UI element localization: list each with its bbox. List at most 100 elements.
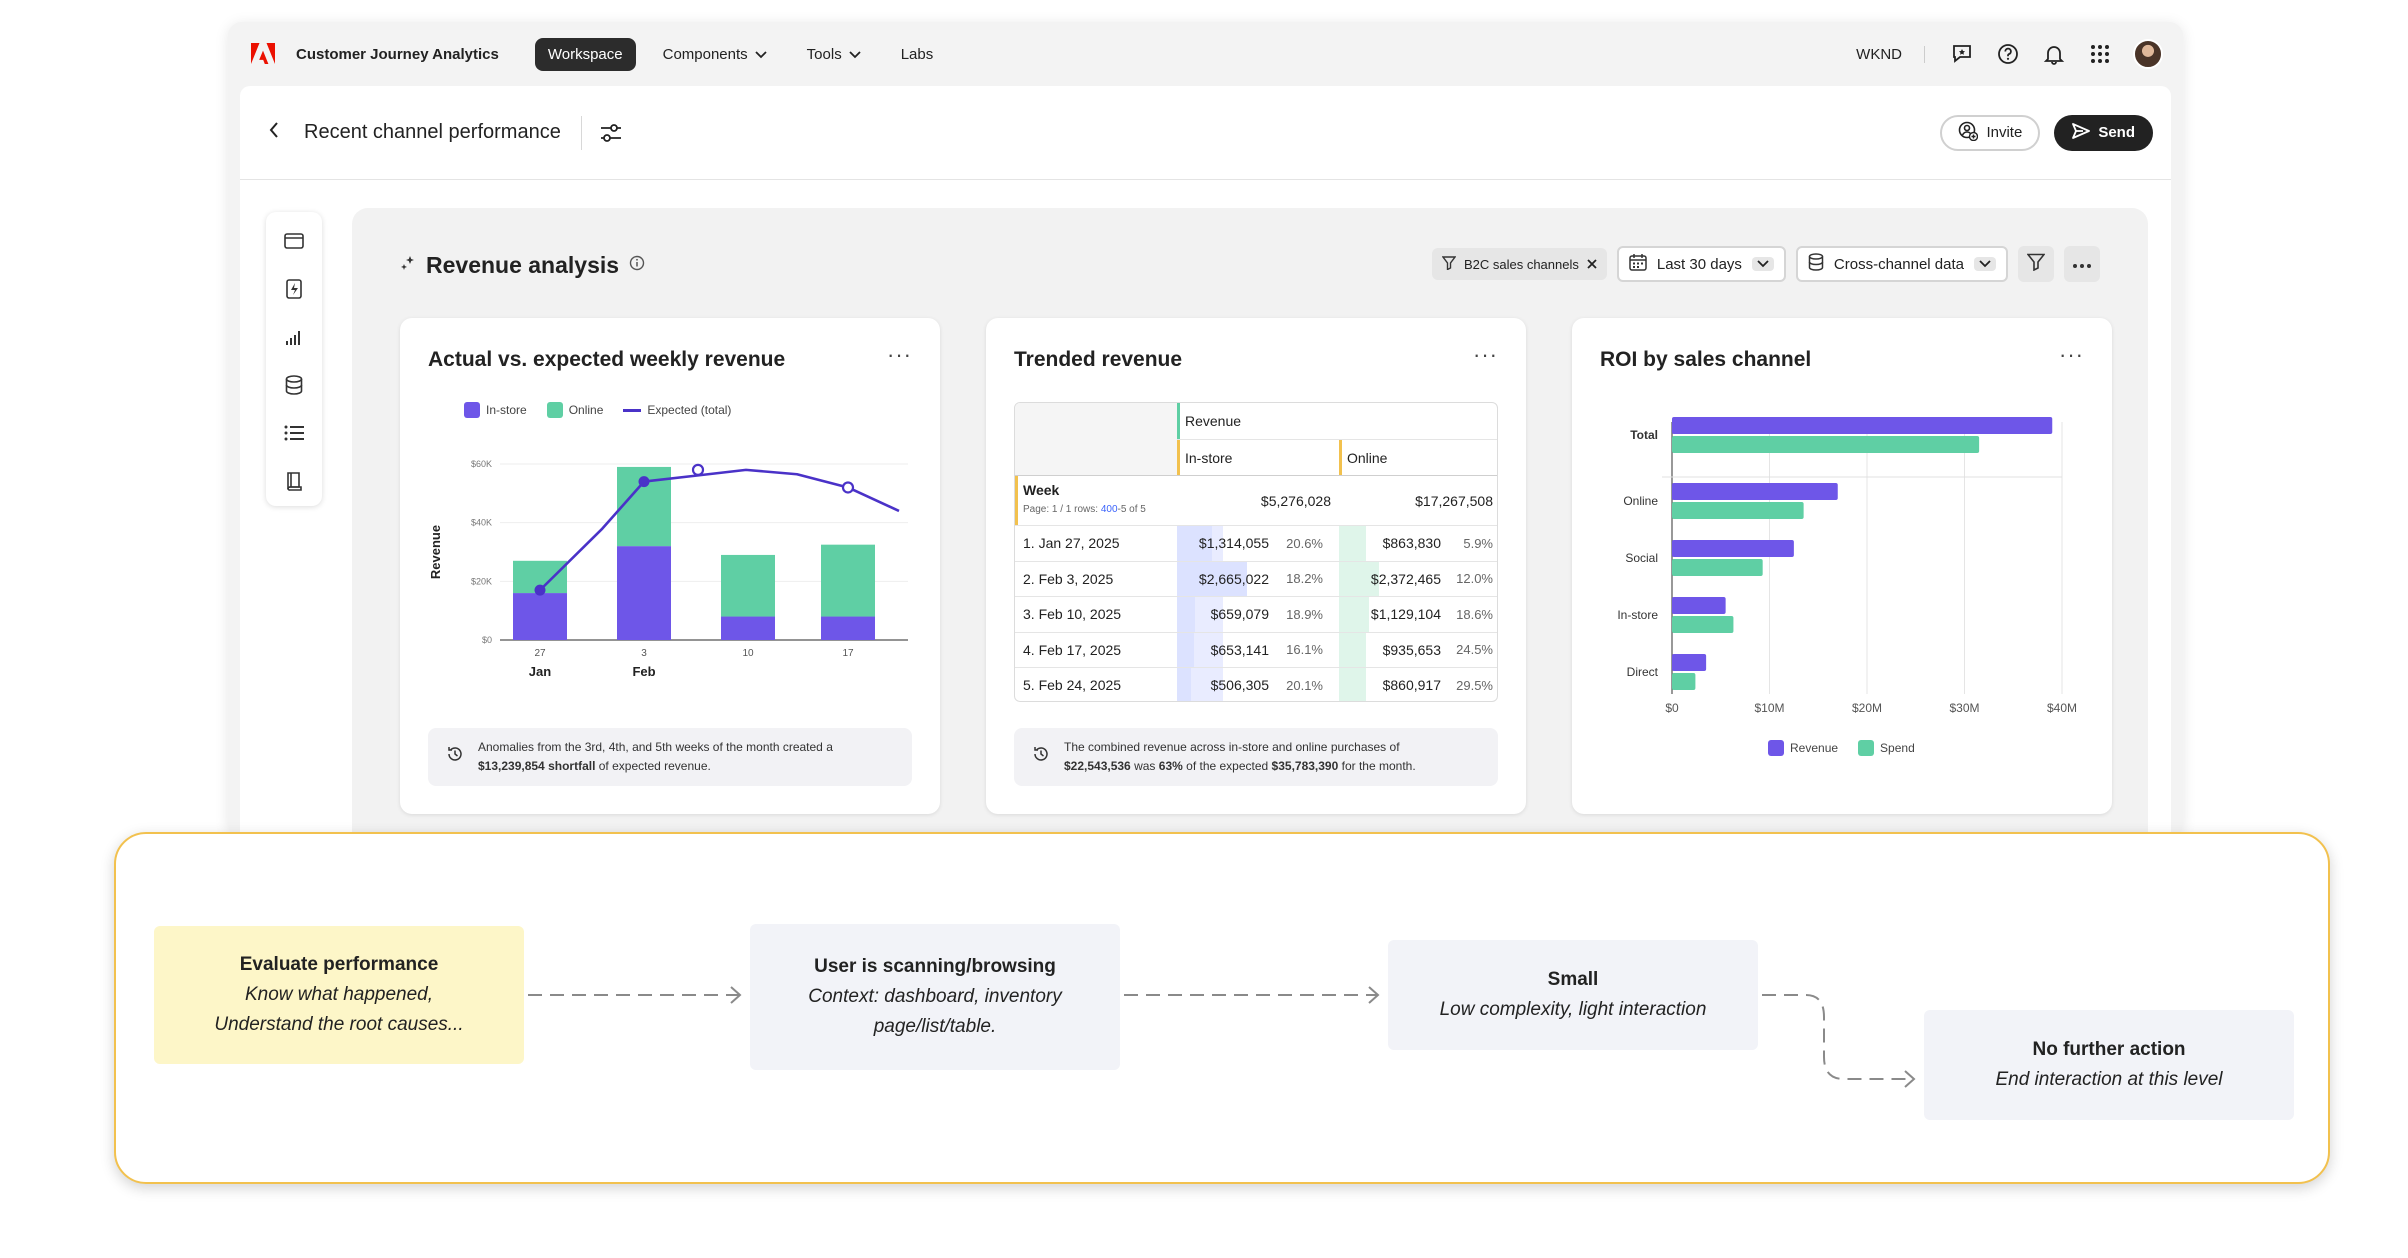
- date-range-dropdown[interactable]: Last 30 days: [1616, 246, 1786, 282]
- panels-icon[interactable]: [281, 228, 307, 254]
- table-total-row: Week Page: 1 / 1 rows: 400-5 of 5 $5,276…: [1015, 475, 1497, 525]
- x-tick-label: 10: [742, 648, 754, 659]
- table-row[interactable]: 5. Feb 24, 2025 $506,305 20.1% $860,917 29.5…: [1015, 667, 1497, 701]
- step-line: page/list/table.: [873, 1016, 997, 1037]
- insight-mid: was: [1134, 759, 1156, 773]
- y-category-label: Online: [1623, 494, 1658, 508]
- flow-step-no-action: No further action End interaction at thi…: [1924, 1010, 2294, 1120]
- insight-tail: of expected revenue.: [598, 759, 711, 773]
- help-icon[interactable]: [1995, 41, 2021, 67]
- table-row[interactable]: 3. Feb 10, 2025 $659,079 18.9% $1,129,104 18…: [1015, 596, 1497, 632]
- adobe-logo-icon[interactable]: [248, 39, 278, 69]
- row-instore-pct: 18.2%: [1286, 571, 1323, 587]
- row-week: 2. Feb 3, 2025: [1023, 570, 1114, 587]
- funnel-icon: [2026, 253, 2046, 276]
- row-instore: $653,141: [1210, 641, 1269, 658]
- card-more-button[interactable]: ···: [1473, 342, 1498, 367]
- bell-icon[interactable]: [2041, 41, 2067, 67]
- step-heading: Small: [1547, 969, 1599, 990]
- bar-revenue: [1672, 483, 1838, 500]
- row-week: 1. Jan 27, 2025: [1023, 535, 1120, 552]
- apps-grid-icon[interactable]: [2087, 41, 2113, 67]
- bar-instore: [617, 546, 671, 640]
- info-icon[interactable]: [629, 255, 645, 276]
- legend-swatch: [464, 402, 480, 418]
- org-switcher[interactable]: WKND: [1856, 45, 1925, 63]
- freeform-table: Revenue In-store Online Week Page: 1 / 1…: [1014, 402, 1498, 702]
- expected-point: [638, 476, 650, 488]
- send-button[interactable]: Send: [2054, 114, 2153, 151]
- revenue-analysis-panel: Revenue analysis B2C sales channels Last…: [352, 208, 2148, 837]
- step-line: End interaction at this level: [1995, 1069, 2223, 1090]
- chevron-down-icon: [1974, 257, 1996, 271]
- card-more-button[interactable]: ···: [2059, 342, 2084, 367]
- online-bar: [1339, 668, 1366, 701]
- legend-item-instore: In-store: [464, 402, 527, 418]
- legend-swatch: [1768, 740, 1784, 756]
- row-online-pct: 5.9%: [1463, 535, 1493, 551]
- arrow-head-3: [1904, 1070, 1916, 1088]
- table-row[interactable]: 4. Feb 17, 2025 $653,141 16.1% $935,653 24.5…: [1015, 631, 1497, 667]
- card-title: Actual vs. expected weekly revenue: [428, 348, 786, 371]
- history-icon: [1032, 745, 1050, 769]
- visualization-icon[interactable]: [281, 276, 307, 302]
- bar-spend: [1672, 502, 1804, 519]
- flow-step-scanning: User is scanning/browsing Context: dashb…: [750, 924, 1120, 1070]
- list-icon[interactable]: [281, 420, 307, 446]
- bar-chart-icon[interactable]: [281, 324, 307, 350]
- row-online-pct: 18.6%: [1456, 606, 1493, 622]
- nav-workspace[interactable]: Workspace: [534, 37, 636, 71]
- page-info-link[interactable]: 400: [1100, 504, 1118, 515]
- x-tick-label: $20M: [1852, 701, 1882, 715]
- feedback-icon[interactable]: [1949, 41, 1975, 67]
- row-online-pct: 12.0%: [1456, 571, 1493, 587]
- card-trended-revenue: Trended revenue ··· Revenue In-store Onl…: [986, 318, 1526, 814]
- settings-sliders-icon[interactable]: [598, 120, 624, 146]
- close-icon[interactable]: [1587, 257, 1597, 272]
- insight-amount: $22,543,536: [1064, 759, 1131, 773]
- invite-label: Invite: [1986, 124, 2023, 141]
- sparkle-icon: [400, 255, 416, 276]
- table-row[interactable]: 2. Feb 3, 2025 $2,665,022 18.2% $2,372,465 1…: [1015, 560, 1497, 596]
- row-instore: $659,079: [1210, 606, 1269, 623]
- filter-button[interactable]: [2018, 246, 2054, 282]
- book-icon[interactable]: [281, 468, 307, 494]
- nav-right-actions: WKND: [1856, 39, 2163, 69]
- col-header-online[interactable]: Online: [1347, 449, 1388, 466]
- expected-line: [539, 468, 900, 592]
- legend-item-online: Online: [546, 402, 603, 418]
- x-month-label: Jan: [529, 664, 551, 679]
- invite-button[interactable]: Invite: [1940, 114, 2041, 151]
- nav-workspace-label: Workspace: [547, 45, 623, 63]
- expected-point: [534, 584, 546, 596]
- insight-line: Anomalies from the 3rd, 4th, and 5th wee…: [478, 740, 833, 754]
- back-button[interactable]: [258, 117, 290, 149]
- database-icon[interactable]: [281, 372, 307, 398]
- avatar[interactable]: [2133, 39, 2163, 69]
- nav-components[interactable]: Components: [650, 38, 780, 71]
- card-more-button[interactable]: ···: [887, 342, 912, 367]
- insight-line: The combined revenue across in-store and…: [1064, 740, 1400, 754]
- more-button[interactable]: [2064, 246, 2100, 282]
- panel-header: Revenue analysis: [400, 252, 645, 279]
- y-tick-label: $20K: [471, 576, 492, 586]
- arrow-head-1: [730, 986, 742, 1004]
- chart-legend: In-store Online Expected (total): [464, 402, 731, 418]
- bar-revenue: [1672, 654, 1707, 671]
- table-row[interactable]: 1. Jan 27, 2025 $1,314,055 20.6% $863,830 5.…: [1015, 525, 1497, 561]
- bar-revenue: [1672, 417, 2053, 434]
- y-axis-label: Revenue: [428, 525, 443, 579]
- card-title: ROI by sales channel: [1600, 348, 1812, 371]
- instore-marker: [1177, 440, 1180, 475]
- card-weekly-revenue: Actual vs. expected weekly revenue ··· I…: [400, 318, 940, 814]
- step-heading: No further action: [2032, 1039, 2186, 1060]
- dim-header: Week: [1023, 482, 1060, 498]
- col-header-instore[interactable]: In-store: [1185, 449, 1233, 466]
- y-category-label: In-store: [1617, 608, 1658, 622]
- segment-chip[interactable]: B2C sales channels: [1431, 248, 1607, 280]
- nav-tools[interactable]: Tools: [794, 38, 874, 71]
- page-title: Recent channel performance: [304, 121, 561, 143]
- nav-labs[interactable]: Labs: [888, 38, 947, 71]
- data-view-dropdown[interactable]: Cross-channel data: [1795, 246, 2008, 282]
- bar-online: [821, 544, 875, 617]
